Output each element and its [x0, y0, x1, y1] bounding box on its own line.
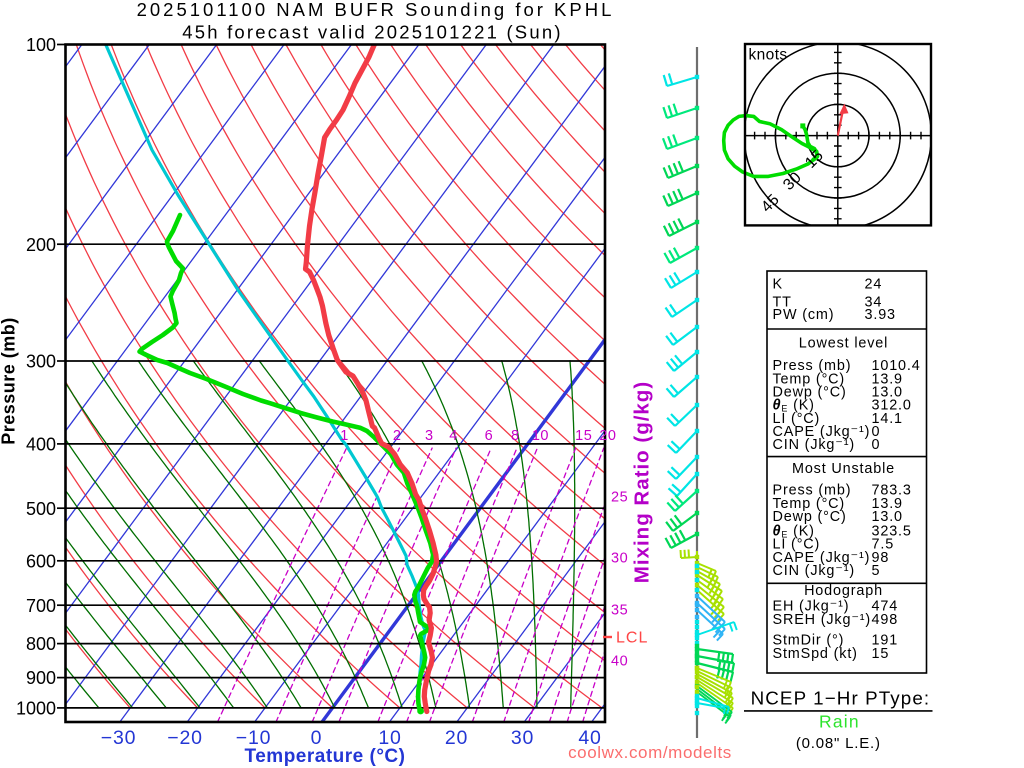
svg-text:1010.4: 1010.4 [872, 358, 921, 374]
svg-text:10: 10 [532, 428, 549, 444]
svg-text:600: 600 [26, 551, 56, 571]
svg-text:Most Unstable: Most Unstable [792, 461, 895, 477]
svg-text:Dewp (°C): Dewp (°C) [773, 385, 847, 401]
svg-text:(0.08" L.E.): (0.08" L.E.) [796, 735, 881, 752]
svg-text:323.5: 323.5 [872, 523, 912, 539]
svg-text:TT: TT [773, 294, 792, 310]
svg-text:PW (cm): PW (cm) [773, 307, 835, 323]
svg-text:13.9: 13.9 [872, 496, 903, 512]
svg-text:CAPE (Jkg⁻¹): CAPE (Jkg⁻¹) [773, 424, 871, 440]
svg-text:25: 25 [611, 490, 628, 506]
svg-text:45h forecast valid 2025101221: 45h forecast valid 2025101221 (Sun) [182, 21, 562, 42]
svg-text:7.5: 7.5 [872, 537, 895, 553]
svg-text:13.0: 13.0 [872, 385, 903, 401]
svg-text:30: 30 [611, 551, 628, 567]
svg-text:30: 30 [511, 727, 534, 749]
svg-text:312.0: 312.0 [872, 398, 912, 414]
svg-text:coolwx.com/modelts: coolwx.com/modelts [568, 743, 732, 762]
svg-text:500: 500 [26, 499, 56, 519]
svg-text:1000: 1000 [16, 699, 56, 719]
svg-text:Temp (°C): Temp (°C) [773, 371, 846, 387]
svg-text:3.93: 3.93 [865, 307, 896, 323]
svg-text:98: 98 [872, 550, 890, 566]
svg-text:0: 0 [872, 424, 881, 440]
svg-text:783.3: 783.3 [872, 483, 912, 499]
svg-text:−20: −20 [167, 727, 202, 749]
svg-text:1: 1 [340, 428, 349, 444]
svg-text:StmDir (°): StmDir (°) [773, 633, 845, 649]
svg-text:800: 800 [26, 634, 56, 654]
svg-text:6: 6 [485, 428, 494, 444]
svg-text:34: 34 [865, 294, 883, 310]
svg-text:8: 8 [511, 428, 520, 444]
svg-text:100: 100 [26, 35, 56, 55]
svg-text:2: 2 [393, 428, 402, 444]
svg-text:5: 5 [872, 563, 881, 579]
svg-text:300: 300 [26, 352, 56, 372]
svg-text:K: K [773, 277, 783, 293]
svg-text:StmSpd (kt): StmSpd (kt) [773, 646, 858, 662]
svg-text:40: 40 [578, 727, 601, 749]
svg-text:θE (K): θE (K) [773, 523, 815, 539]
svg-text:Lowest level: Lowest level [799, 335, 888, 351]
svg-text:Temp (°C): Temp (°C) [773, 496, 846, 512]
svg-text:0: 0 [872, 437, 881, 453]
svg-text:θE (K): θE (K) [773, 398, 815, 414]
svg-text:−30: −30 [101, 727, 136, 749]
svg-text:CIN (Jkg⁻¹): CIN (Jkg⁻¹) [773, 563, 856, 579]
svg-text:Rain: Rain [819, 711, 860, 731]
svg-text:15: 15 [872, 646, 890, 662]
svg-text:Pressure (mb): Pressure (mb) [0, 317, 19, 445]
svg-text:Dewp (°C): Dewp (°C) [773, 509, 847, 525]
svg-text:40: 40 [611, 654, 628, 670]
svg-text:400: 400 [26, 435, 56, 455]
svg-text:4: 4 [449, 428, 458, 444]
svg-text:LCL: LCL [616, 630, 648, 647]
svg-text:35: 35 [611, 603, 628, 619]
svg-text:LI (°C): LI (°C) [773, 411, 821, 427]
svg-text:Mixing Ratio (g/kg): Mixing Ratio (g/kg) [631, 381, 654, 583]
svg-text:0: 0 [311, 727, 323, 749]
svg-text:200: 200 [26, 235, 56, 255]
svg-text:191: 191 [872, 633, 899, 649]
svg-text:Hodograph: Hodograph [804, 583, 883, 599]
svg-text:13.9: 13.9 [872, 371, 903, 387]
svg-text:SREH (Jkg⁻¹): SREH (Jkg⁻¹) [773, 612, 872, 628]
svg-text:498: 498 [872, 612, 899, 628]
svg-text:24: 24 [865, 277, 883, 293]
svg-text:900: 900 [26, 668, 56, 688]
svg-text:13.0: 13.0 [872, 509, 903, 525]
svg-text:2025101100 NAM BUFR Sounding f: 2025101100 NAM BUFR Sounding for KPHL [137, 0, 615, 20]
svg-text:20: 20 [599, 428, 616, 444]
svg-text:Press (mb): Press (mb) [773, 483, 852, 499]
svg-text:CIN (Jkg⁻¹): CIN (Jkg⁻¹) [773, 437, 856, 453]
svg-text:3: 3 [425, 428, 434, 444]
svg-text:LI (°C): LI (°C) [773, 537, 821, 553]
svg-text:−10: −10 [236, 727, 271, 749]
svg-text:700: 700 [26, 596, 56, 616]
svg-text:14.1: 14.1 [872, 411, 903, 427]
svg-text:NCEP 1−Hr PType:: NCEP 1−Hr PType: [751, 688, 931, 709]
svg-text:15: 15 [575, 428, 592, 444]
svg-text:20: 20 [445, 727, 468, 749]
svg-text:CAPE (Jkg⁻¹): CAPE (Jkg⁻¹) [773, 550, 871, 566]
svg-text:10: 10 [378, 727, 401, 749]
svg-text:Press (mb): Press (mb) [773, 358, 852, 374]
svg-text:knots: knots [749, 47, 788, 64]
svg-text:Temperature (°C): Temperature (°C) [245, 746, 406, 767]
svg-text:EH (Jkg⁻¹): EH (Jkg⁻¹) [773, 599, 850, 615]
svg-text:474: 474 [872, 599, 899, 615]
